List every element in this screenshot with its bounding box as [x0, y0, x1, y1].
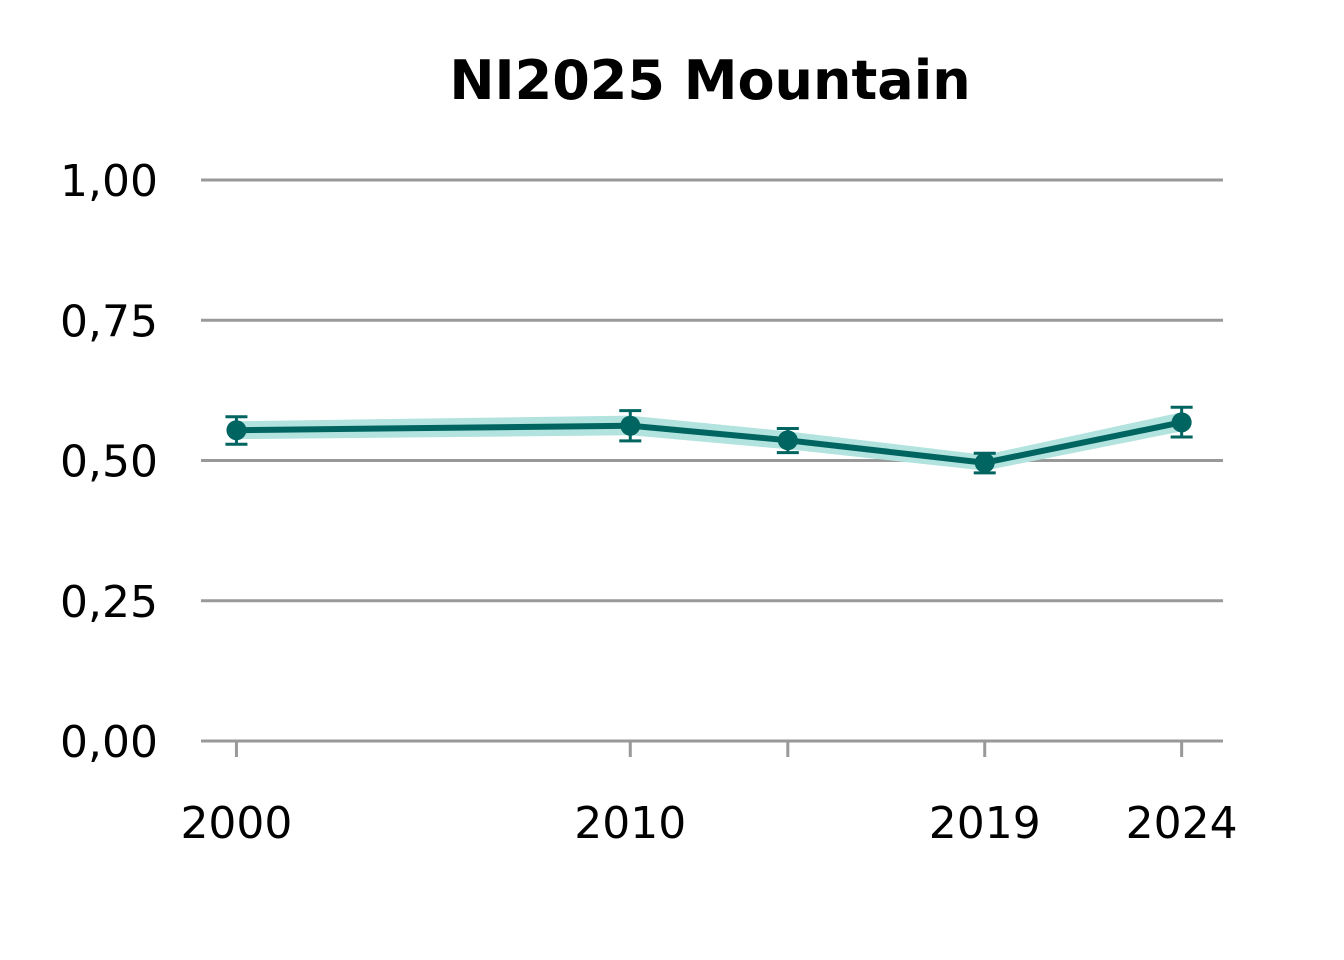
- y-tick-label: 1,00: [60, 156, 158, 207]
- x-tick-label: 2019: [929, 798, 1041, 849]
- y-tick-label: 0,00: [60, 717, 158, 768]
- y-tick-label: 0,25: [60, 577, 158, 628]
- x-tick-label: 2010: [574, 798, 686, 849]
- data-point: [620, 415, 641, 436]
- y-tick-label: 0,75: [60, 296, 158, 347]
- data-point: [974, 452, 995, 473]
- x-axis: 2000 2010 2019 2024: [180, 741, 1238, 849]
- y-axis: 0,00 0,25 0,50 0,75 1,00: [60, 156, 158, 768]
- data-points: [226, 412, 1192, 473]
- data-point: [1171, 412, 1192, 433]
- data-point: [226, 420, 247, 441]
- x-tick-label: 2024: [1126, 798, 1238, 849]
- chart-title: NI2025 Mountain: [449, 49, 970, 112]
- x-tick-label: 2000: [180, 798, 292, 849]
- gridlines: [201, 178, 1223, 743]
- data-point: [777, 430, 798, 451]
- y-tick-label: 0,50: [60, 437, 158, 488]
